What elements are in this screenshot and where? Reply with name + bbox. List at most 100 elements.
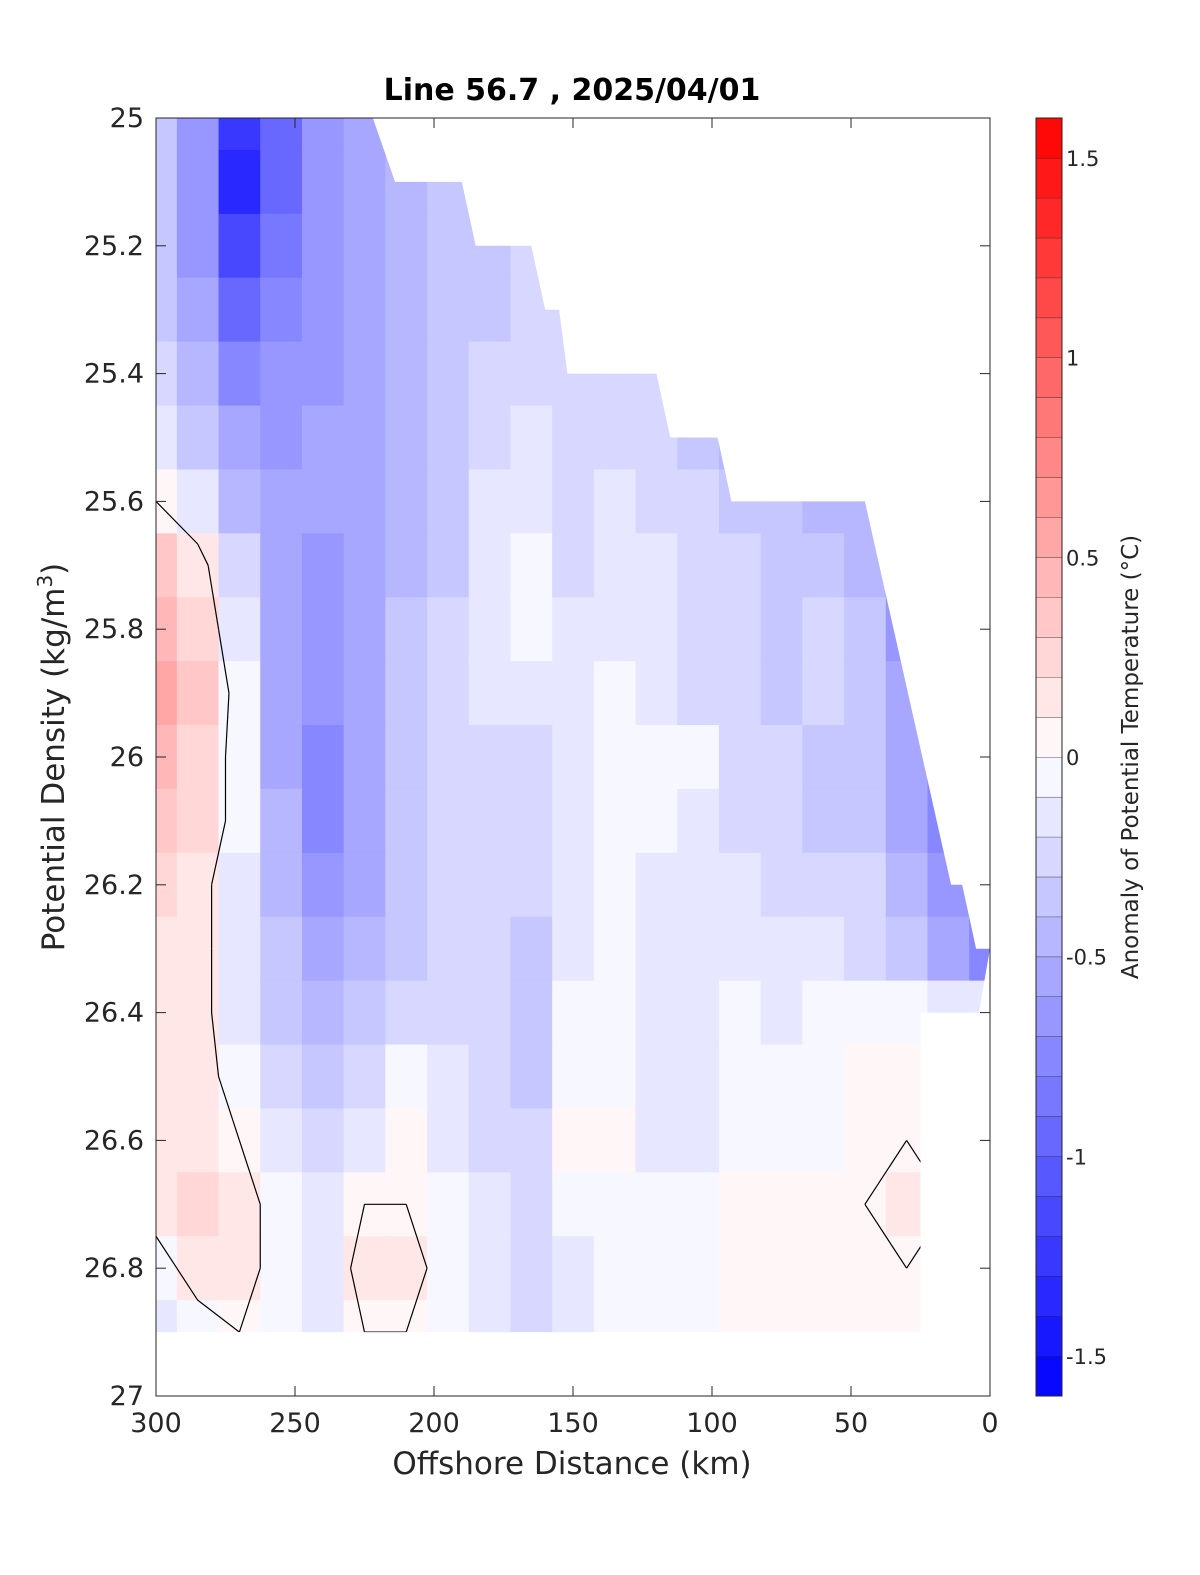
heatmap-cell <box>718 661 762 726</box>
heatmap-cell <box>385 980 428 1046</box>
heatmap-cell <box>260 533 303 598</box>
y-tick-label: 27 <box>110 1381 144 1412</box>
heatmap-cell <box>635 788 678 854</box>
heatmap-cell <box>802 533 845 598</box>
heatmap-cell <box>343 469 386 534</box>
heatmap-cell <box>802 1172 845 1237</box>
heatmap-cell <box>427 725 470 790</box>
heatmap-cell <box>218 852 261 918</box>
heatmap-cell <box>552 725 595 790</box>
zero-contour-segment <box>238 1268 261 1333</box>
heatmap-cell <box>343 533 386 598</box>
heatmap-cell <box>218 341 261 407</box>
heatmap-cell <box>802 1236 845 1301</box>
heatmap-cell <box>677 980 720 1046</box>
heatmap-cell <box>343 149 386 215</box>
heatmap-cell <box>176 916 220 982</box>
heatmap-cell <box>760 788 803 854</box>
heatmap-cell <box>844 788 887 854</box>
heatmap-cell <box>301 405 345 471</box>
heatmap-cell <box>218 1172 261 1237</box>
heatmap-cell <box>343 661 386 726</box>
colorbar-tick-label: 1 <box>1066 347 1079 371</box>
heatmap-cell <box>802 1044 845 1110</box>
heatmap-cell <box>510 1300 553 1333</box>
heatmap-cell <box>802 1300 845 1333</box>
heatmap-cell <box>343 277 386 343</box>
zero-contour-segment <box>350 1268 366 1333</box>
heatmap-cell <box>301 1108 345 1173</box>
heatmap-cell <box>635 1172 678 1237</box>
heatmap-cell <box>343 405 386 471</box>
heatmap-cell <box>301 213 345 279</box>
heatmap-cell <box>718 852 762 918</box>
zero-contour-segment <box>207 565 220 630</box>
colorbar-swatch <box>1036 517 1062 558</box>
colorbar-swatch <box>1036 1356 1062 1396</box>
x-tick-label: 50 <box>834 1408 868 1439</box>
heatmap-cell <box>677 533 720 598</box>
colorbar-swatch <box>1036 157 1062 198</box>
zero-contour-segment <box>217 1076 240 1141</box>
heatmap-cell <box>260 213 303 279</box>
heatmap-cell <box>635 1044 678 1110</box>
heatmap-cell <box>844 597 887 662</box>
heatmap-cell <box>635 597 678 662</box>
x-tick-label: 300 <box>130 1408 182 1439</box>
y-tick-label: 25.2 <box>84 231 144 262</box>
heatmap-cell <box>427 405 470 471</box>
heatmap-cell <box>176 661 220 726</box>
heatmap-cell <box>468 1108 512 1173</box>
y-axis-ticks: 25 25.2 25.4 25.6 25.8 26 26.2 26.4 26.6 26.8 27 <box>84 103 990 1412</box>
zero-contour-segment <box>405 1268 428 1333</box>
y-tick-label: 25.6 <box>84 486 144 517</box>
heatmap-cell <box>718 1236 762 1301</box>
heatmap-cell <box>301 341 345 407</box>
heatmap-cell <box>343 1108 386 1173</box>
heatmap-cell <box>677 1044 720 1110</box>
colorbar-swatch <box>1036 1156 1062 1197</box>
heatmap-cell <box>156 661 178 726</box>
heatmap-cell <box>635 916 678 982</box>
colorbar-swatch <box>1036 317 1062 358</box>
zero-contour-segment <box>405 1204 428 1269</box>
heatmap-cell <box>260 1172 303 1237</box>
heatmap-cell <box>218 980 261 1046</box>
heatmap-cell <box>260 788 303 854</box>
heatmap-cell <box>260 1108 303 1173</box>
heatmap-cell <box>156 277 178 343</box>
heatmap-cell <box>156 852 178 918</box>
heatmap-cell <box>218 916 261 982</box>
heatmap-cell <box>176 597 220 662</box>
heatmap-cell <box>635 1108 678 1173</box>
heatmap-cell <box>677 852 720 918</box>
zero-contour-layer <box>156 500 949 1333</box>
heatmap-cell <box>260 1300 303 1333</box>
colorbar-swatch <box>1036 118 1062 158</box>
heatmap-cell <box>156 533 178 598</box>
heatmap-cell <box>718 1300 762 1333</box>
colorbar-tick-label: -1.5 <box>1066 1345 1107 1369</box>
heatmap-cell <box>593 725 637 790</box>
heatmap-cell <box>844 1108 887 1173</box>
y-axis-label-main: Potential Density (kg/m <box>36 588 72 952</box>
heatmap-cell <box>677 916 720 982</box>
heatmap-cell <box>176 1300 220 1333</box>
heatmap-cell <box>718 916 762 982</box>
heatmap-cell <box>718 725 762 790</box>
heatmap-cell <box>760 1236 803 1301</box>
colorbar-swatch <box>1036 437 1062 478</box>
zero-contour-segment <box>156 1235 178 1269</box>
heatmap-cell <box>218 597 261 662</box>
heatmap-cell <box>343 852 386 918</box>
heatmap-cell <box>385 1044 428 1110</box>
heatmap-cell <box>760 1172 803 1237</box>
heatmap-cell <box>760 725 803 790</box>
heatmap-cell <box>677 1172 720 1237</box>
heatmap-cell <box>677 1108 720 1173</box>
y-axis-label: Potential Density (kg/m3) <box>33 563 72 952</box>
heatmap-cell <box>301 788 345 854</box>
heatmap-cell <box>301 661 345 726</box>
colorbar-swatch <box>1036 1316 1062 1357</box>
